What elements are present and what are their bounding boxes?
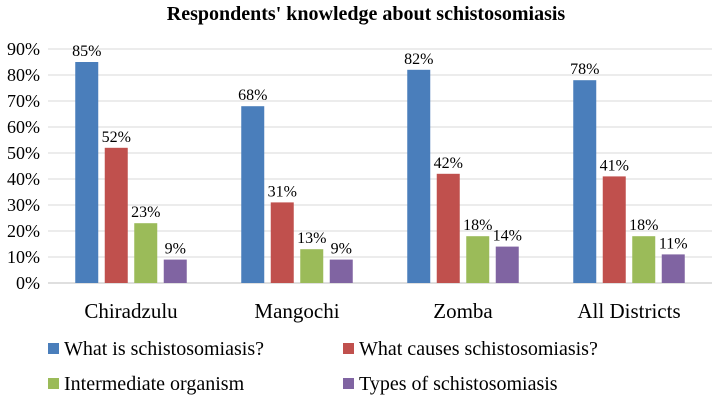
- bar: [329, 259, 353, 283]
- bar: [436, 173, 460, 283]
- bar: [602, 176, 626, 283]
- bar: [407, 69, 431, 283]
- data-label: 9%: [165, 241, 186, 258]
- legend-label: What causes schistosomiasis?: [359, 338, 598, 360]
- y-tick-label: 80%: [7, 65, 40, 85]
- bar: [661, 254, 685, 283]
- y-tick-label: 70%: [7, 91, 40, 111]
- data-label: 68%: [238, 87, 267, 104]
- gridlines: [48, 48, 712, 284]
- legend-label: What is schistosomiasis?: [64, 338, 264, 360]
- data-label: 42%: [434, 155, 463, 172]
- legend-label: Types of schistosomiasis: [359, 373, 558, 395]
- bar: [104, 147, 128, 283]
- bar: [495, 246, 519, 283]
- bar: [632, 236, 656, 283]
- legend: What is schistosomiasis? What causes schi…: [48, 338, 598, 395]
- bar: [241, 106, 265, 283]
- y-axis-ticks: 0% 10% 20% 30% 40% 50% 60% 70% 80% 90%: [7, 39, 40, 293]
- legend-label: Intermediate organism: [64, 373, 245, 395]
- x-category-label: Zomba: [433, 299, 493, 323]
- y-tick-label: 10%: [7, 247, 40, 267]
- y-tick-label: 90%: [7, 39, 40, 59]
- y-tick-label: 20%: [7, 221, 40, 241]
- bar: [163, 259, 187, 283]
- data-label: 85%: [72, 43, 101, 60]
- bar: [134, 223, 158, 283]
- bar: [573, 80, 597, 283]
- data-label: 23%: [131, 204, 160, 221]
- y-tick-label: 30%: [7, 195, 40, 215]
- y-tick-label: 60%: [7, 117, 40, 137]
- data-label: 31%: [268, 183, 297, 200]
- data-label: 18%: [629, 217, 658, 234]
- x-category-label: Chiradzulu: [84, 299, 178, 323]
- legend-swatch: [48, 378, 59, 389]
- y-tick-label: 50%: [7, 143, 40, 163]
- y-tick-label: 40%: [7, 169, 40, 189]
- data-label: 18%: [463, 217, 492, 234]
- x-axis-categories: Chiradzulu Mangochi Zomba All Districts: [84, 299, 680, 323]
- x-category-label: Mangochi: [254, 299, 339, 323]
- legend-swatch: [343, 378, 354, 389]
- data-label: 13%: [297, 230, 326, 247]
- data-label: 14%: [493, 228, 522, 245]
- bar: [75, 62, 99, 283]
- data-label: 9%: [331, 241, 352, 258]
- y-tick-label: 0%: [16, 273, 40, 293]
- bar: [270, 202, 294, 283]
- data-label: 41%: [600, 157, 629, 174]
- legend-swatch: [343, 343, 354, 354]
- x-category-label: All Districts: [577, 299, 680, 323]
- bar: [466, 236, 490, 283]
- chart-title: Respondents' knowledge about schistosomi…: [167, 3, 566, 25]
- data-label: 82%: [404, 51, 433, 68]
- bars: [75, 62, 685, 283]
- data-label: 11%: [659, 235, 688, 252]
- data-label: 52%: [102, 129, 131, 146]
- bar: [300, 249, 324, 283]
- data-label: 78%: [570, 61, 599, 78]
- data-labels: 85%52%23%9%68%31%13%9%82%42%18%14%78%41%…: [72, 43, 688, 258]
- legend-swatch: [48, 343, 59, 354]
